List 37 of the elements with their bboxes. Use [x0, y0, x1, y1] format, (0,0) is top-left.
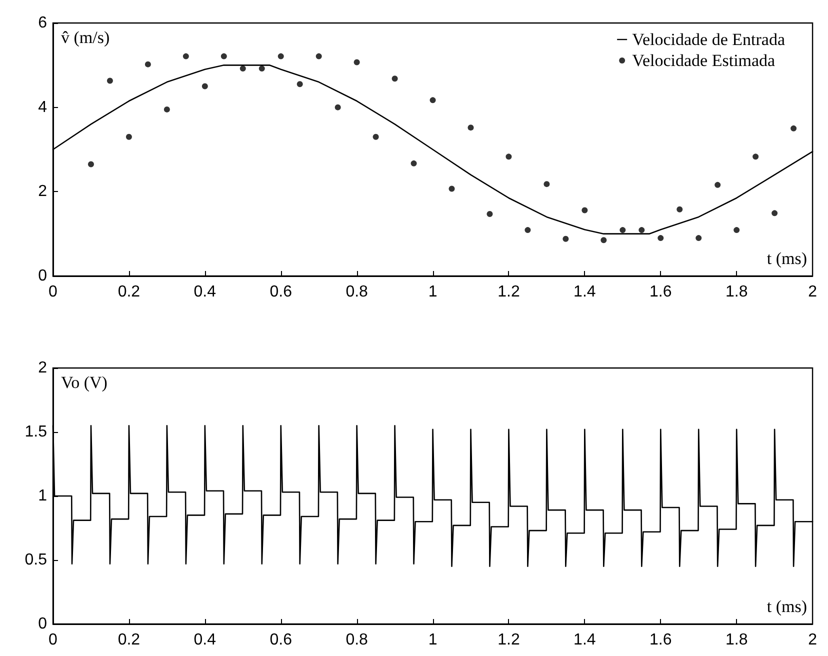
y-tick-label: 0 — [38, 268, 48, 284]
x-tick-label: 0.2 — [118, 632, 140, 648]
x-tick-label: 1.4 — [574, 284, 596, 300]
x-tick-label: 0 — [48, 632, 58, 648]
x-tick-label: 0 — [48, 284, 58, 300]
y-axis-title: Vo (V) — [61, 373, 108, 392]
y-tick-label: 6 — [38, 14, 48, 32]
x-tick-label: 1.8 — [725, 632, 748, 648]
y-tick-label: 0 — [38, 616, 48, 632]
x-tick-label: 1.2 — [498, 284, 520, 300]
x-axis-title: t (ms) — [766, 597, 808, 616]
y-tick-label: 0.5 — [24, 552, 48, 568]
x-tick-label: 0.6 — [270, 632, 292, 648]
x-tick-label: 0.4 — [194, 632, 216, 648]
x-tick-label: 0.2 — [118, 284, 140, 300]
legend-label: Velocidade Estimada — [632, 51, 776, 70]
x-tick-label: 0.6 — [270, 284, 292, 300]
x-tick-label: 2 — [808, 284, 818, 300]
y-tick-label: 2 — [38, 360, 48, 376]
x-tick-label: 1.2 — [498, 632, 520, 648]
y-tick-label: 1 — [38, 488, 48, 504]
y-tick-label: 2 — [38, 183, 48, 200]
x-tick-label: 1.4 — [574, 632, 596, 648]
x-tick-label: 2 — [808, 632, 818, 648]
x-tick-label: 0.8 — [346, 632, 368, 648]
x-tick-label: 1 — [428, 632, 438, 648]
y-tick-label: 4 — [38, 98, 48, 116]
x-tick-label: 1.8 — [725, 284, 748, 300]
x-axis-title: t (ms) — [766, 249, 808, 268]
y-axis-title: v̂ (m/s) — [61, 28, 110, 47]
y-tick-label: 1.5 — [24, 424, 48, 440]
x-tick-label: 1 — [428, 284, 438, 300]
x-tick-label: 0.8 — [346, 284, 368, 300]
x-tick-label: 0.4 — [194, 284, 216, 300]
x-tick-label: 1.6 — [650, 284, 672, 300]
x-tick-label: 1.6 — [650, 632, 672, 648]
legend-label: Velocidade de Entrada — [632, 30, 786, 49]
